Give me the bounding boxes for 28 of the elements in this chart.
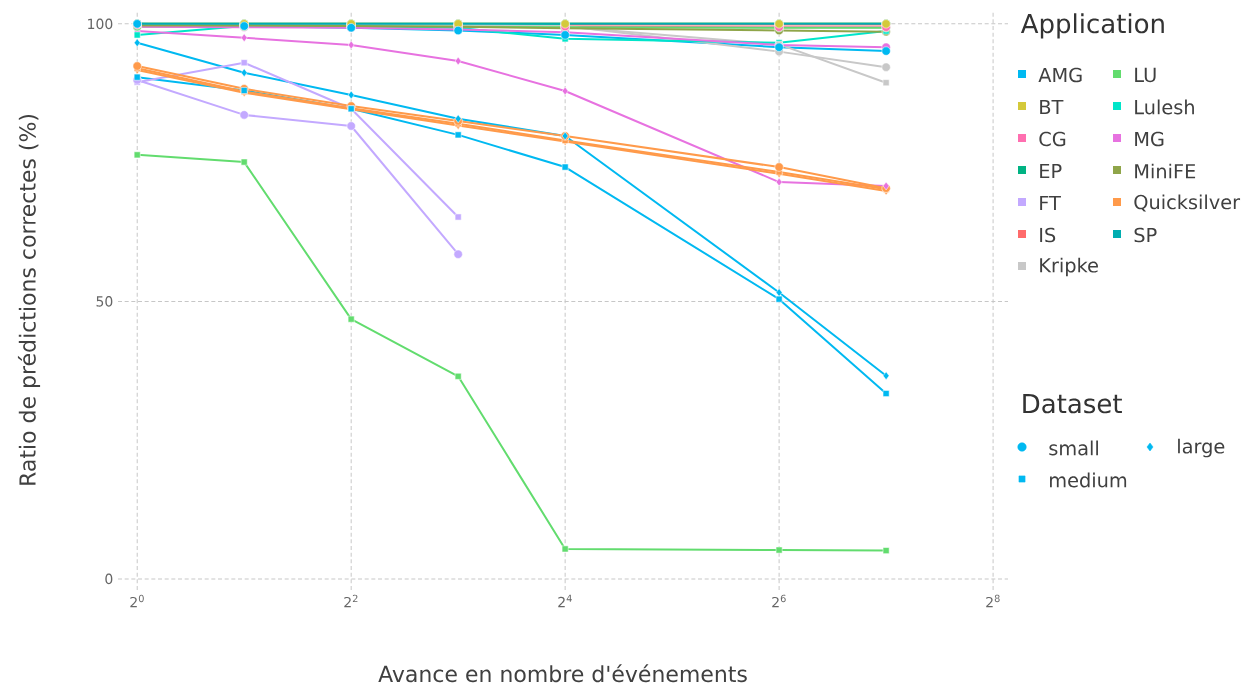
legend-label: MG — [1135, 131, 1164, 147]
legend-label: Kripke — [1040, 257, 1098, 277]
text: small — [1049, 440, 1098, 456]
y-tick-label: 50 — [96, 296, 113, 307]
legend-label: IS — [1040, 227, 1056, 243]
legend-label: Lulesh — [1135, 99, 1194, 115]
x-tick-label: 2$^{4}$ — [558, 594, 572, 608]
text: medium — [1050, 472, 1127, 488]
legend-label: AMG — [1038, 67, 1082, 83]
legend-label: MiniFE — [1135, 163, 1196, 179]
legend-label: LU — [1135, 67, 1156, 83]
legend-label: Quicksilver — [1134, 194, 1241, 212]
legend-label: CG — [1039, 131, 1066, 147]
x-tick-label: 2$^{0}$ — [130, 594, 144, 608]
text: large — [1178, 438, 1225, 458]
legend-label: FT — [1040, 195, 1061, 211]
x-tick-label: 2$^{8}$ — [986, 594, 1000, 608]
y-tick-label: 100 — [88, 18, 113, 30]
y-axis-title: Ratio de prédictions correctes (%) — [17, 114, 41, 485]
text: Dataset — [1023, 394, 1122, 414]
x-axis-title: Avance en nombre d'événements — [378, 664, 747, 683]
legend-label: EP — [1040, 163, 1062, 179]
legend-title: Application — [1020, 13, 1164, 39]
y-tick-label: 0 — [105, 573, 113, 585]
legend-label: SP — [1134, 227, 1157, 243]
legend-label: BT — [1040, 99, 1064, 115]
x-tick-label: 2$^{6}$ — [772, 594, 786, 608]
x-tick-label: 2$^{2}$ — [344, 594, 358, 608]
